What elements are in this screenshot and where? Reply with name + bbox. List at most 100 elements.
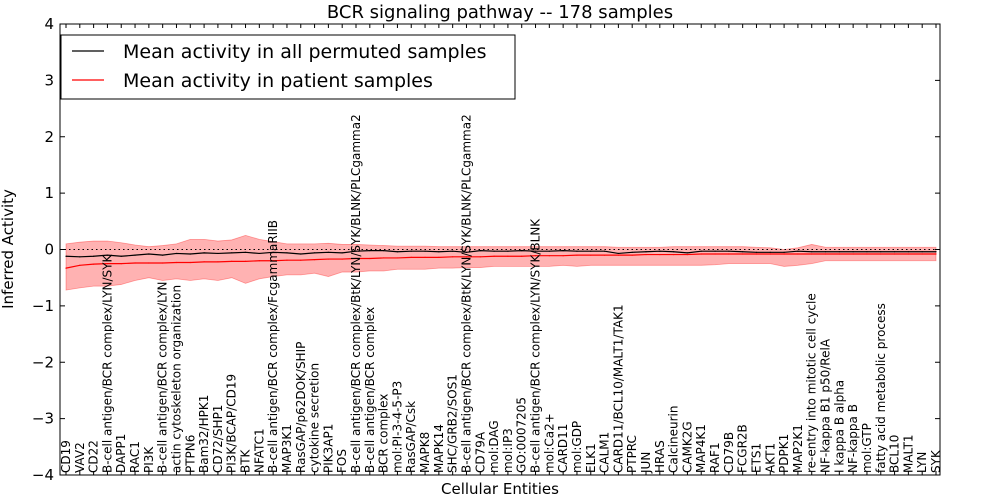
data-point-patient: [714, 253, 716, 255]
data-point-patient: [410, 256, 412, 258]
x-category-label: PTPRC: [625, 435, 639, 473]
data-point-patient: [438, 256, 440, 258]
data-point-permuted: [134, 254, 136, 256]
x-category-label: MALT1: [901, 434, 915, 473]
data-point-patient: [866, 253, 868, 255]
data-point-permuted: [507, 250, 509, 252]
y-tick-label: 3: [44, 71, 54, 89]
data-point-patient: [603, 254, 606, 256]
x-category-label: CD22: [87, 440, 101, 473]
y-tick-label: 4: [44, 15, 54, 33]
data-point-permuted: [438, 251, 440, 253]
x-category-label: mol:DAG: [487, 420, 501, 473]
x-category-label: CD19: [59, 440, 73, 473]
data-point-permuted: [189, 253, 191, 255]
x-category-label: B-cell antigen/BCR complex/FcgammaRIIB: [266, 220, 280, 473]
data-point-patient: [893, 253, 896, 255]
data-point-permuted: [907, 251, 909, 253]
data-point-patient: [120, 262, 122, 265]
x-category-label: PIK3AP1: [321, 424, 335, 473]
y-tick-label: −2: [32, 353, 54, 371]
x-category-label: NF-kappa B1 p50/RelA: [819, 338, 833, 473]
data-point-permuted: [369, 250, 371, 252]
data-point-permuted: [742, 251, 744, 253]
x-category-label: FOS: [335, 449, 349, 473]
data-point-patient: [838, 253, 840, 255]
data-point-patient: [742, 253, 744, 255]
x-category-label: PI3K: [142, 446, 156, 473]
x-category-label: RAC1: [128, 441, 142, 473]
x-category-label: PI3K/BCAP/CD19: [225, 374, 239, 473]
data-point-patient: [880, 253, 882, 255]
plot-frame: [59, 23, 941, 476]
data-point-permuted: [590, 250, 592, 252]
data-point-permuted: [465, 251, 468, 253]
data-point-permuted: [493, 250, 495, 252]
x-category-label: B-cell antigen/BCR complex/LYN: [156, 281, 170, 473]
x-category-label: NFATC1: [252, 428, 266, 473]
data-point-permuted: [396, 251, 399, 253]
x-category-label: re-entry into mitotic cell cycle: [805, 293, 819, 473]
data-point-patient: [590, 254, 592, 256]
data-point-patient: [507, 255, 509, 257]
data-point-permuted: [673, 251, 675, 253]
x-category-label: LYN: [915, 452, 929, 473]
x-category-label: BCL10: [888, 435, 902, 473]
data-point-permuted: [479, 250, 481, 252]
data-point-patient: [479, 256, 481, 258]
x-category-labels: CD19 VAV2 CD22 B-cell antigen/BCR complex/L…: [59, 24, 943, 475]
data-point-patient: [369, 257, 371, 260]
x-category-label: mol:GTP: [860, 423, 874, 473]
x-category-label: BCR complex: [377, 394, 391, 473]
data-point-patient: [769, 253, 771, 255]
data-point-permuted: [217, 252, 219, 255]
data-point-patient: [106, 262, 109, 265]
data-point-permuted: [231, 252, 233, 254]
data-point-patient: [686, 253, 689, 256]
data-point-permuted: [93, 255, 95, 257]
data-point-patient: [258, 260, 260, 262]
data-point-permuted: [106, 254, 109, 256]
data-point-permuted: [562, 250, 564, 252]
y-axis-title: Inferred Activity: [0, 189, 17, 309]
data-point-permuted: [811, 251, 813, 253]
data-point-patient: [907, 253, 909, 255]
data-point-patient: [935, 253, 937, 255]
data-point-patient: [189, 261, 191, 264]
x-category-label: CALM1: [598, 432, 612, 473]
x-category-label: PTPN6: [183, 435, 197, 473]
data-point-patient: [231, 260, 233, 262]
data-point-patient: [548, 255, 550, 257]
data-point-permuted: [272, 251, 274, 253]
data-point-permuted: [921, 251, 923, 253]
data-point-permuted: [824, 251, 827, 253]
data-point-patient: [162, 262, 164, 264]
data-point-permuted: [534, 250, 537, 252]
data-point-patient: [134, 262, 136, 264]
x-category-label: HRAS: [653, 440, 667, 473]
data-point-permuted: [783, 251, 785, 253]
data-point-patient: [203, 261, 205, 263]
x-category-label: RasGAP/Csk: [404, 401, 418, 473]
y-tick-label: 0: [44, 241, 54, 259]
x-category-label: SHC/GRB2/SOS1: [446, 374, 460, 473]
data-point-permuted: [313, 252, 316, 254]
series-line-permuted: [65, 250, 936, 258]
data-point-permuted: [728, 250, 730, 252]
data-point-permuted: [866, 251, 868, 253]
data-point-patient: [341, 258, 343, 260]
data-point-permuted: [700, 250, 702, 252]
x-category-label: actin cytoskeleton organization: [169, 285, 183, 473]
x-category-label: VAV2: [73, 442, 87, 473]
data-point-permuted: [631, 251, 633, 253]
x-category-label: Calcineurin: [667, 406, 681, 473]
data-point-patient: [272, 260, 274, 262]
data-point-patient: [327, 258, 329, 260]
data-point-permuted: [603, 250, 606, 252]
data-point-patient: [175, 261, 178, 264]
x-category-label: CD72/SHP1: [211, 405, 225, 473]
data-point-patient: [852, 253, 854, 255]
x-category-label: MAP3K1: [280, 424, 294, 473]
data-point-permuted: [755, 251, 758, 253]
x-category-label: CD79A: [473, 431, 487, 473]
